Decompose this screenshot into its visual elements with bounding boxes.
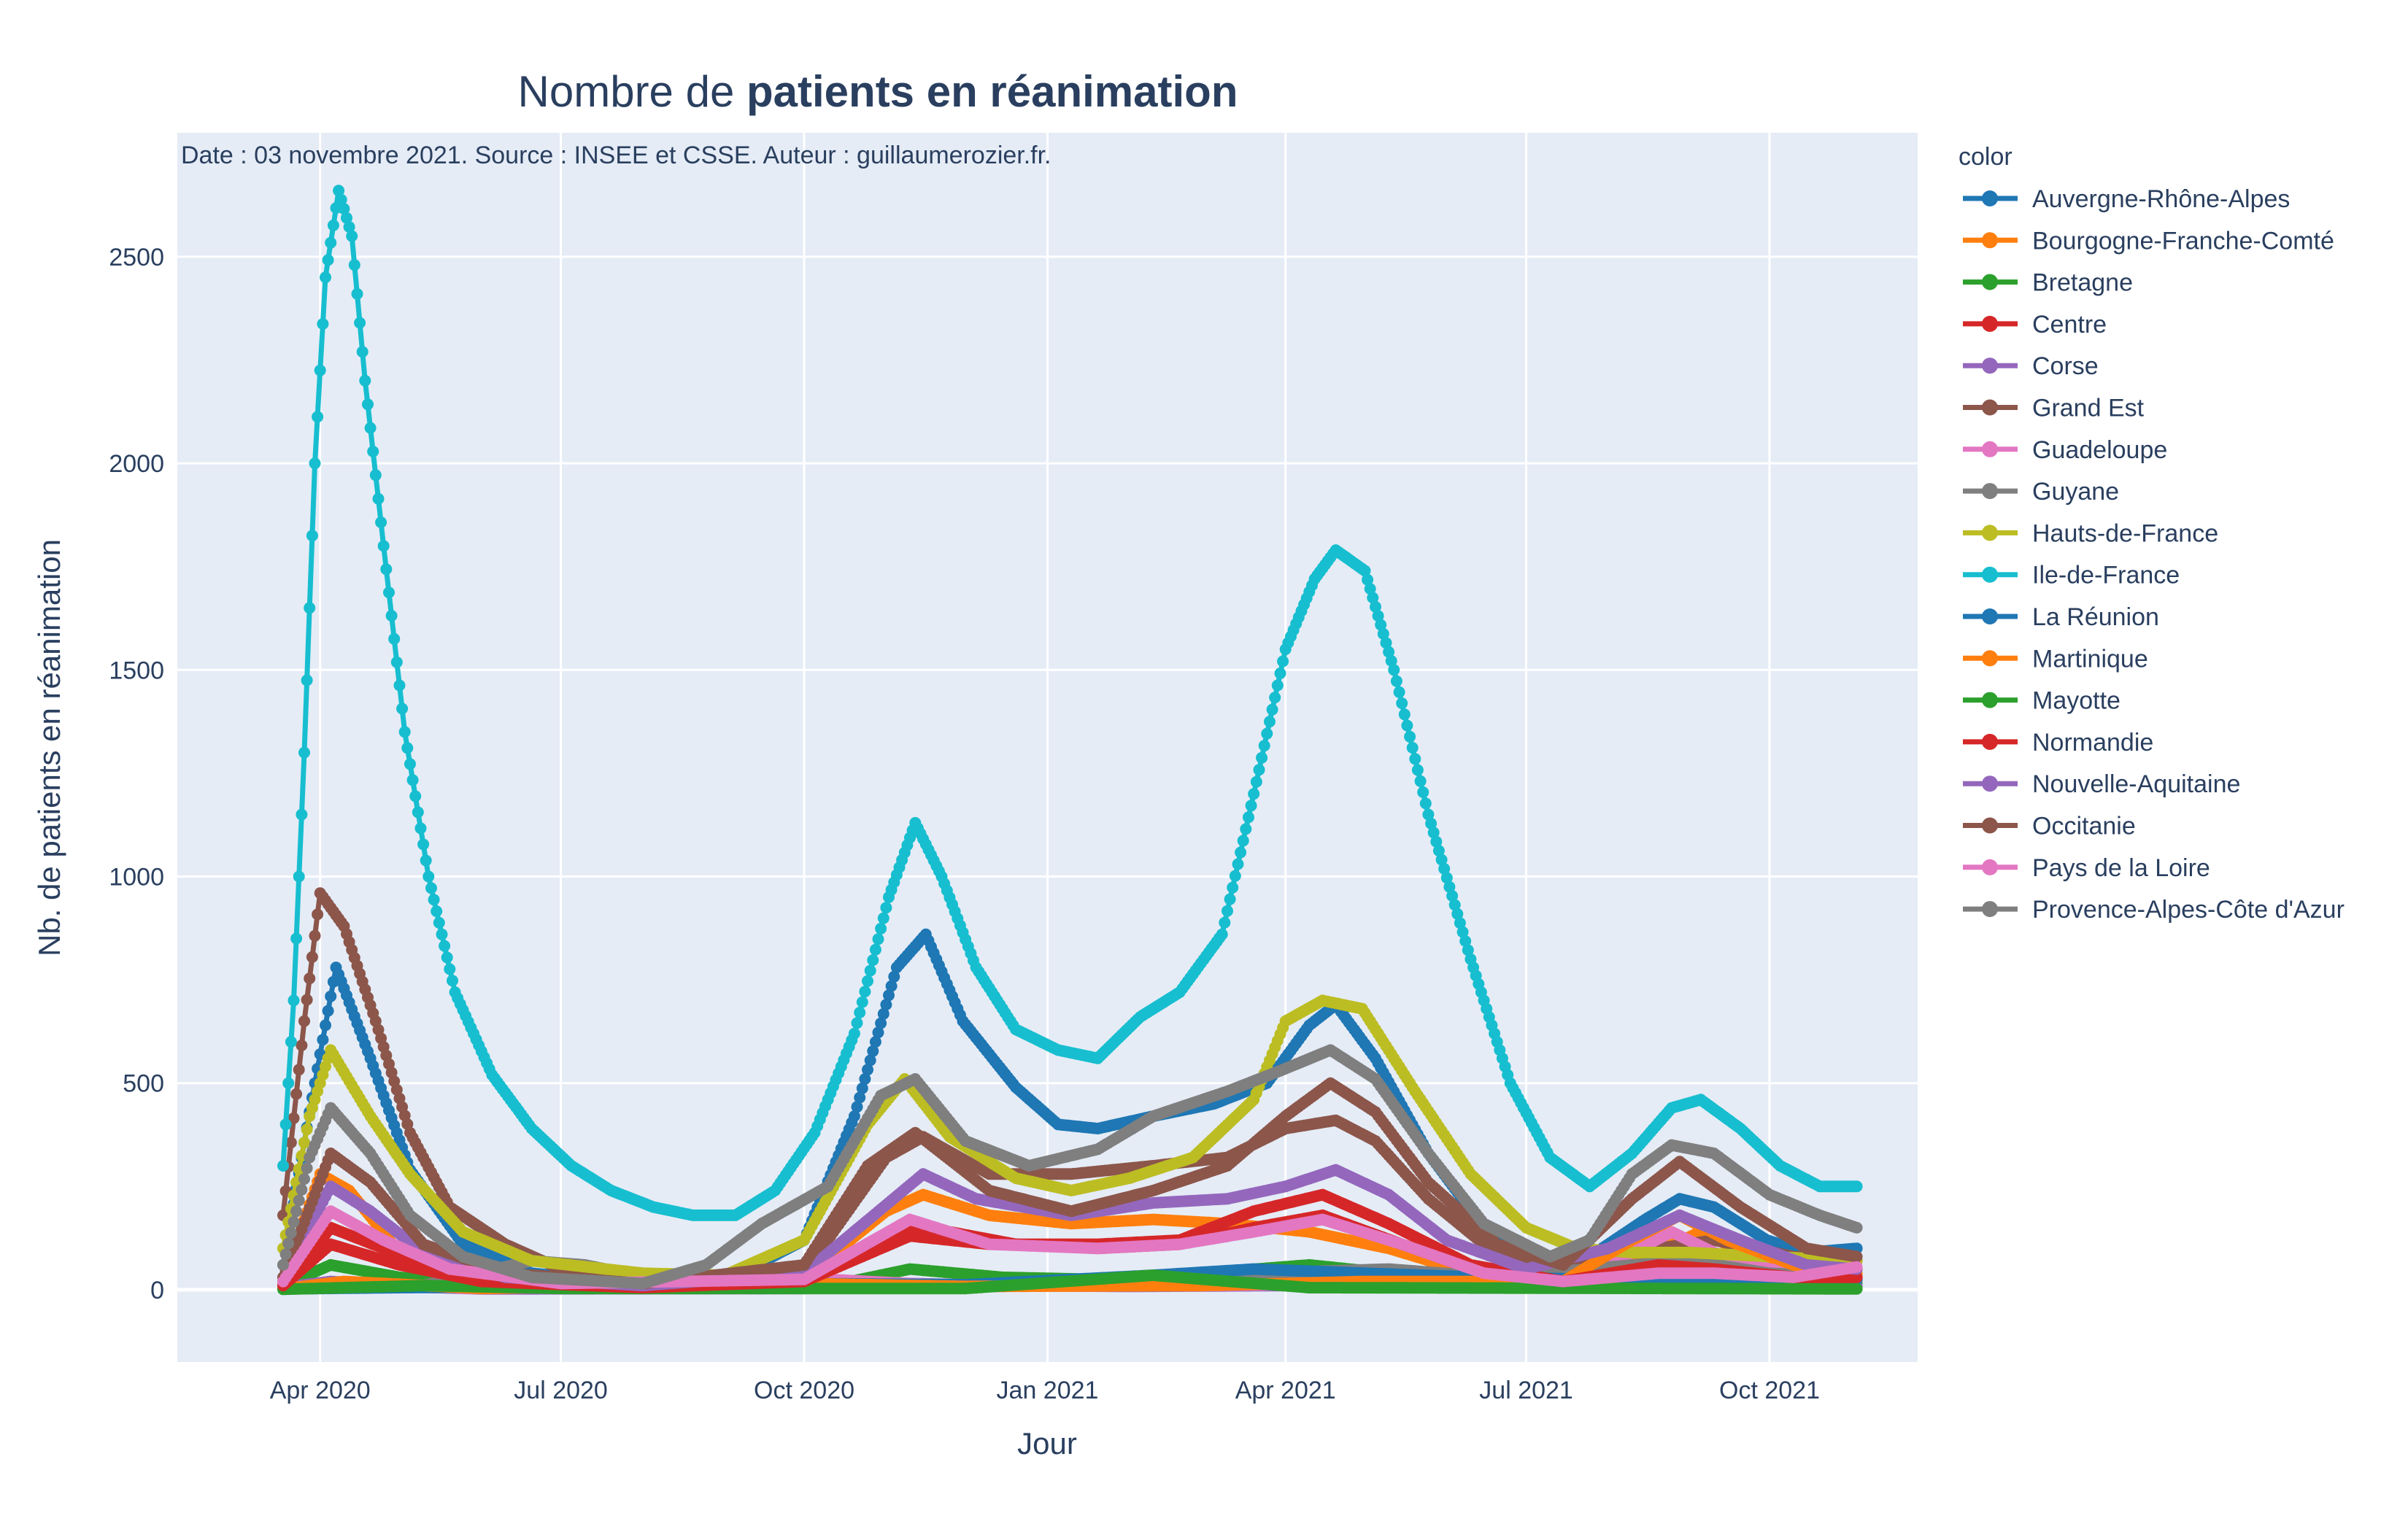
- data-point: [325, 990, 337, 1002]
- data-point: [304, 972, 316, 985]
- data-point: [317, 1034, 329, 1046]
- data-point: [877, 1007, 890, 1020]
- data-point: [859, 1073, 871, 1085]
- data-point: [320, 1019, 331, 1032]
- data-point: [869, 1036, 881, 1048]
- data-point: [309, 929, 321, 942]
- data-point: [880, 999, 892, 1011]
- data-point: [867, 1045, 879, 1057]
- data-point: [856, 1082, 868, 1094]
- data-point: [862, 1064, 873, 1076]
- data-point: [312, 908, 324, 921]
- data-point: [883, 989, 895, 1002]
- data-point: [875, 1017, 887, 1029]
- data-point: [872, 1026, 884, 1039]
- data-point: [848, 1110, 860, 1122]
- data-point: [322, 1005, 334, 1017]
- data-point: [854, 1091, 866, 1104]
- data-point: [290, 1088, 303, 1100]
- data-point: [298, 1137, 310, 1149]
- data-point: [885, 980, 898, 992]
- series-layer: [277, 185, 1863, 1296]
- chart-title: Nombre de patients en réanimation: [518, 67, 1238, 116]
- data-point: [851, 1101, 863, 1113]
- data-point: [306, 951, 318, 963]
- data-point: [298, 1015, 310, 1027]
- data-point: [301, 994, 313, 1006]
- data-point: [301, 1123, 313, 1136]
- data-point: [864, 1054, 876, 1067]
- data-point: [888, 970, 900, 983]
- data-point: [293, 1064, 305, 1076]
- data-point: [296, 1040, 308, 1051]
